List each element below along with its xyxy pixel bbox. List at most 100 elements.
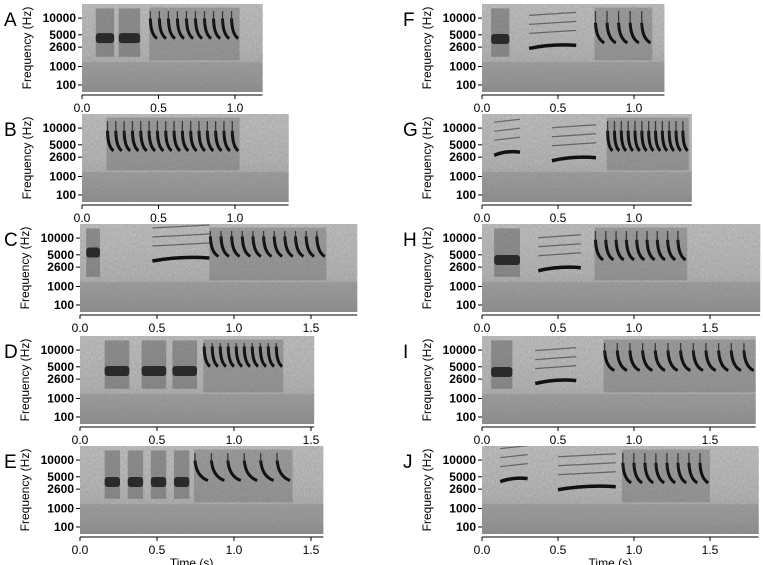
y-axis-label: Frequency (Hz) <box>18 339 32 422</box>
low-frequency-band <box>482 172 692 202</box>
x-axis-label: Time (s) <box>170 556 214 565</box>
harmonic-mark <box>152 242 210 247</box>
y-axis-label: Frequency (Hz) <box>420 117 434 200</box>
panel-letter: G <box>403 120 418 141</box>
note-mark <box>491 34 510 45</box>
y-tick-label: 2600 <box>449 40 476 54</box>
low-frequency-band <box>80 282 358 312</box>
harmonic-mark <box>535 347 577 352</box>
y-tick-label: 1000 <box>47 279 74 293</box>
y-tick-label: 2600 <box>47 482 74 496</box>
x-tick-label: 0.0 <box>72 321 89 335</box>
x-tick-label: 1.0 <box>626 433 643 447</box>
song-elements <box>95 7 240 61</box>
harmonic-mark <box>494 136 521 141</box>
spectrogram-noise <box>482 446 759 534</box>
harmonic-mark <box>535 365 577 370</box>
harmonic-mark <box>152 224 210 229</box>
y-tick-label: 2600 <box>449 372 476 386</box>
spectrogram-noise <box>482 336 756 424</box>
song-elements <box>104 339 284 393</box>
x-tick-label: 1.0 <box>226 433 243 447</box>
note-mark <box>95 33 115 44</box>
note-mark <box>491 366 513 377</box>
song-elements <box>499 446 710 503</box>
harmonic-mark <box>529 20 577 26</box>
song-elements <box>104 449 293 503</box>
note-smear <box>118 8 141 57</box>
x-tick-label: 0.5 <box>550 433 567 447</box>
panel-letter: A <box>4 10 17 31</box>
song-elements <box>491 339 756 393</box>
y-tick-label: 100 <box>456 298 476 312</box>
harmonic-mark <box>551 142 597 147</box>
song-elements <box>105 117 240 171</box>
tone-mark <box>528 43 577 51</box>
x-tick-label: 1.5 <box>702 433 719 447</box>
tone-mark <box>499 476 528 484</box>
y-tick-label: 10000 <box>43 11 77 25</box>
note-smear <box>104 450 121 499</box>
harmonic-mark <box>494 118 521 123</box>
panel-letter: J <box>403 452 413 473</box>
harmonic-mark <box>535 356 577 361</box>
y-tick-label: 1000 <box>47 391 74 405</box>
y-tick-label: 10000 <box>43 121 77 135</box>
note-smear <box>172 340 198 389</box>
y-tick-label: 10000 <box>443 11 477 25</box>
y-tick-label: 10000 <box>41 231 75 245</box>
x-tick-label: 0.5 <box>550 321 567 335</box>
y-tick-label: 1000 <box>49 59 76 73</box>
low-frequency-band <box>80 394 315 424</box>
harmonic-mark <box>538 234 581 239</box>
x-tick-label: 0.0 <box>74 101 91 115</box>
note-mark <box>141 366 167 377</box>
harmonic-mark <box>494 127 521 132</box>
panel-letter: E <box>4 452 17 473</box>
song-elements <box>493 117 689 171</box>
x-tick-label: 1.5 <box>702 321 719 335</box>
x-tick-label: 0.0 <box>474 211 491 225</box>
x-tick-label: 1.0 <box>626 543 643 557</box>
y-tick-label: 10000 <box>443 121 477 135</box>
note-smear <box>104 340 130 389</box>
tone-mark <box>493 149 521 157</box>
y-tick-label: 100 <box>456 78 476 92</box>
note-smear <box>141 340 167 389</box>
x-tick-label: 0.5 <box>149 543 166 557</box>
y-tick-label: 5000 <box>449 470 476 484</box>
note-smear <box>494 228 520 277</box>
y-tick-label: 2600 <box>449 482 476 496</box>
y-axis-label: Frequency (Hz) <box>18 449 32 532</box>
note-smear <box>491 8 510 57</box>
x-tick-label: 0.0 <box>72 433 89 447</box>
panel-letter: D <box>4 342 18 363</box>
y-tick-label: 100 <box>56 78 76 92</box>
harmonic-mark <box>557 453 616 458</box>
tone-mark <box>557 484 616 492</box>
y-tick-label: 100 <box>456 188 476 202</box>
x-tick-label: 0.5 <box>550 101 567 115</box>
y-axis-label: Frequency (Hz) <box>20 117 34 200</box>
low-frequency-band <box>482 504 759 534</box>
y-tick-label: 1000 <box>49 169 76 183</box>
x-tick-label: 0.5 <box>550 211 567 225</box>
y-axis-label: Frequency (Hz) <box>420 227 434 310</box>
low-frequency-band <box>482 394 756 424</box>
note-smear <box>95 8 115 57</box>
x-tick-label: 1.0 <box>226 321 243 335</box>
y-tick-label: 5000 <box>449 248 476 262</box>
y-tick-label: 1000 <box>47 501 74 515</box>
y-axis-label: Frequency (Hz) <box>20 7 34 90</box>
y-tick-label: 2600 <box>49 150 76 164</box>
spectrogram-noise <box>482 4 665 92</box>
y-tick-label: 10000 <box>443 343 477 357</box>
song-elements <box>494 227 688 281</box>
y-tick-label: 100 <box>54 520 74 534</box>
note-mark <box>127 476 144 487</box>
x-tick-label: 1.0 <box>226 543 243 557</box>
y-tick-label: 100 <box>54 410 74 424</box>
